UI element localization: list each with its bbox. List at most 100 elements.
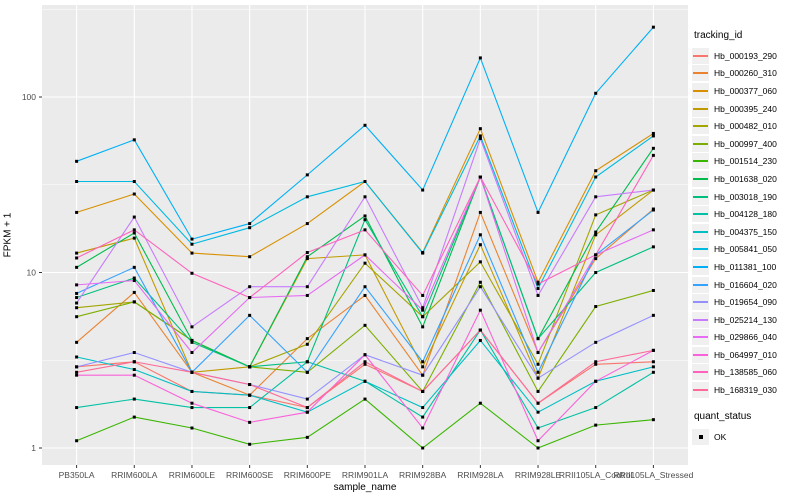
legend-item-Hb_000482_010: Hb_000482_010 xyxy=(692,117,798,135)
legend-item-Hb_001638_020: Hb_001638_020 xyxy=(692,170,798,188)
data-point xyxy=(478,328,482,332)
data-point xyxy=(75,306,79,310)
data-point xyxy=(75,180,79,184)
data-point xyxy=(190,237,194,241)
legend-line-swatch-icon xyxy=(692,188,709,205)
legend-item-Hb_011381_100: Hb_011381_100 xyxy=(692,258,798,276)
legend-item-Hb_000997_400: Hb_000997_400 xyxy=(692,135,798,153)
legend-label: Hb_000193_290 xyxy=(714,50,777,61)
data-point xyxy=(478,137,482,141)
data-point xyxy=(594,340,598,344)
legend-line-swatch-icon xyxy=(692,311,709,328)
data-point xyxy=(421,406,425,410)
data-point xyxy=(248,226,252,230)
data-point xyxy=(75,283,79,287)
data-point xyxy=(536,210,540,214)
data-point xyxy=(132,192,136,196)
legend-label: Hb_000260_310 xyxy=(714,68,777,79)
data-point xyxy=(132,351,136,355)
legend-line-swatch-icon xyxy=(692,100,709,117)
data-point xyxy=(421,325,425,329)
data-point xyxy=(536,282,540,286)
data-point xyxy=(478,127,482,131)
data-point xyxy=(75,340,79,344)
data-point xyxy=(651,245,655,249)
data-point xyxy=(248,285,252,289)
data-point xyxy=(594,253,598,257)
data-point xyxy=(190,389,194,393)
data-point xyxy=(363,180,367,184)
data-point xyxy=(363,218,367,222)
data-point xyxy=(190,406,194,410)
data-point xyxy=(651,288,655,292)
legend-item-Hb_000377_060: Hb_000377_060 xyxy=(692,82,798,100)
data-point xyxy=(132,265,136,269)
y-axis-title: FPKM + 1 xyxy=(2,212,14,258)
legend-item-Hb_016604_020: Hb_016604_020 xyxy=(692,276,798,294)
data-point xyxy=(248,383,252,387)
data-point xyxy=(75,256,79,260)
data-point xyxy=(536,389,540,393)
x-tick-label: RRIM600LE xyxy=(169,470,216,480)
data-point xyxy=(421,251,425,255)
legend-label: Hb_064997_010 xyxy=(714,349,777,360)
data-point xyxy=(248,420,252,424)
data-point xyxy=(190,271,194,275)
data-point xyxy=(594,91,598,95)
data-point xyxy=(478,260,482,264)
legend-line-swatch-icon xyxy=(692,241,709,258)
data-point xyxy=(421,389,425,393)
data-point xyxy=(594,360,598,364)
legend-item-Hb_000193_290: Hb_000193_290 xyxy=(692,47,798,65)
data-point xyxy=(132,180,136,184)
legend-item-Hb_004128_180: Hb_004128_180 xyxy=(692,205,798,223)
data-point xyxy=(363,214,367,218)
data-point xyxy=(75,365,79,369)
data-point xyxy=(305,397,309,401)
data-point xyxy=(305,195,309,199)
data-point xyxy=(75,301,79,305)
data-point xyxy=(651,360,655,364)
data-point xyxy=(594,230,598,234)
x-tick-label: RRIM901LA xyxy=(342,470,389,480)
legend-item-Hb_168319_030: Hb_168319_030 xyxy=(692,381,798,399)
data-point xyxy=(132,215,136,219)
x-tick-label: PB350LA xyxy=(59,470,95,480)
data-point xyxy=(651,228,655,232)
data-point xyxy=(651,208,655,212)
data-point xyxy=(421,373,425,377)
data-point xyxy=(75,370,79,374)
data-point xyxy=(305,251,309,255)
legend-title-quant-status: quant_status xyxy=(694,410,752,422)
data-point xyxy=(478,401,482,405)
legend-label: Hb_004375_150 xyxy=(714,226,777,237)
y-tick-label: 10 xyxy=(27,268,37,278)
data-point xyxy=(132,397,136,401)
data-point xyxy=(190,426,194,430)
data-point xyxy=(190,401,194,405)
legend-line-swatch-icon xyxy=(692,47,709,64)
data-point xyxy=(478,243,482,247)
legend-item-Hb_003018_190: Hb_003018_190 xyxy=(692,188,798,206)
data-point xyxy=(536,287,540,291)
data-point xyxy=(651,313,655,317)
data-point xyxy=(421,360,425,364)
data-point xyxy=(190,242,194,246)
x-tick-label: RRIM600LA xyxy=(111,470,158,480)
x-axis-title: sample_name xyxy=(333,482,397,493)
legend-label: OK xyxy=(714,431,727,442)
data-point xyxy=(594,213,598,217)
legend-line-swatch-icon xyxy=(692,170,709,187)
legend-label: Hb_000482_010 xyxy=(714,121,777,132)
legend-item-ok: OK xyxy=(692,428,798,446)
data-point xyxy=(75,210,79,214)
data-point xyxy=(536,401,540,405)
legend-line-swatch-icon xyxy=(692,276,709,293)
data-point xyxy=(305,173,309,177)
legend-item-Hb_025214_130: Hb_025214_130 xyxy=(692,311,798,329)
legend-label: Hb_029866_040 xyxy=(714,332,777,343)
data-point xyxy=(305,257,309,261)
legend-item-Hb_064997_010: Hb_064997_010 xyxy=(692,346,798,364)
data-point xyxy=(248,313,252,317)
